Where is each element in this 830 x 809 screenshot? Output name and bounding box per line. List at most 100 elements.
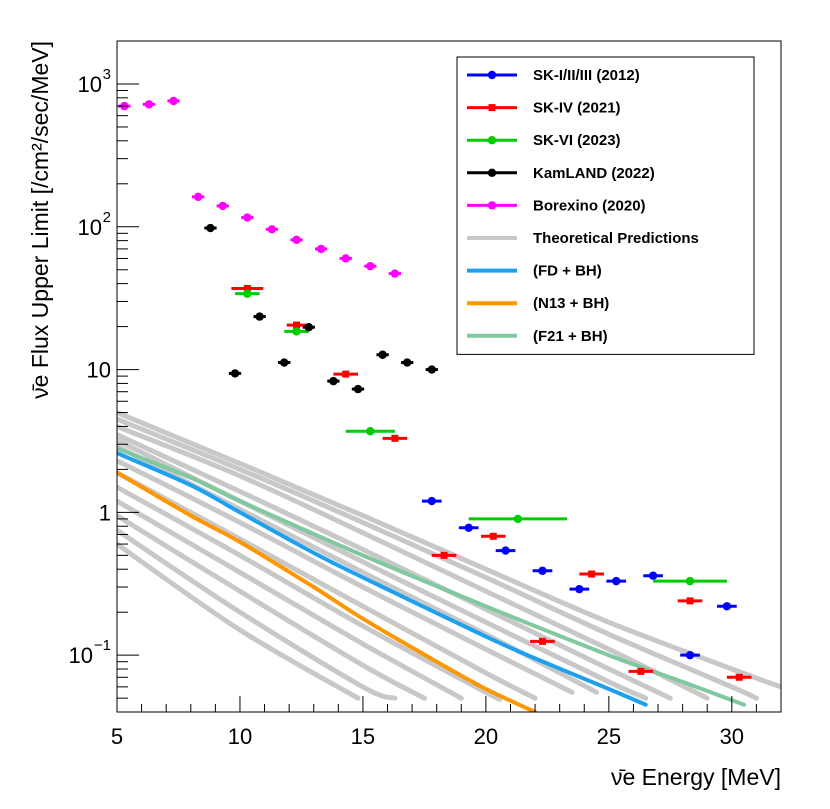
x-tick-label: 20 (474, 724, 498, 749)
sk-iv-2021-marker (588, 570, 596, 578)
sk-iv-2021-marker (391, 434, 399, 442)
sk-iv-2021-point-4 (382, 434, 408, 442)
n13-bh-curve-1 (117, 470, 538, 712)
kamland-2022-point-3 (253, 312, 266, 321)
sk-i-ii-iii-2012-point-2 (458, 523, 479, 532)
sk-vi-2023-marker (685, 576, 695, 586)
legend-swatch-marker (487, 70, 497, 80)
legend-label: SK-IV (2021) (533, 100, 621, 117)
fd-bh-curve-1 (117, 451, 648, 707)
sk-vi-2023-point-3 (345, 427, 395, 436)
y-tick-base: 10 (69, 643, 93, 668)
sk-iv-2021-point-11 (726, 673, 752, 681)
y-tick-label: 1 (99, 500, 111, 525)
borexino-2020-point-8 (290, 235, 303, 245)
kamland-2022-marker (304, 323, 314, 332)
sk-vi-2023-marker (292, 327, 301, 336)
kamland-2022-point-1 (204, 223, 217, 233)
sk-i-ii-iii-2012-marker (648, 571, 658, 580)
borexino-2020-marker (218, 201, 227, 211)
legend-label: KamLAND (2022) (533, 165, 655, 182)
borexino-2020-point-10 (339, 254, 352, 263)
borexino-2020-point-6 (241, 213, 254, 222)
sk-i-ii-iii-2012-point-3 (495, 546, 516, 555)
legend-label: SK-VI (2023) (533, 132, 621, 149)
x-tick-label: 5 (111, 724, 123, 749)
borexino-2020-marker (144, 100, 154, 109)
y-tick-exponent: 3 (103, 66, 111, 83)
y-tick-exponent: 2 (103, 209, 111, 226)
legend-label: (F21 + BH) (533, 328, 608, 345)
kamland-2022-point-6 (327, 376, 340, 386)
legend-swatch-marker (487, 168, 497, 177)
borexino-2020-point-5 (216, 201, 229, 211)
legend-label: (FD + BH) (533, 263, 602, 280)
sk-vi-2023-point-5 (653, 576, 727, 586)
legend-entry-theoretical-predictions: Theoretical Predictions (467, 230, 699, 247)
kamland-2022-marker (353, 384, 363, 394)
borexino-2020-marker (292, 235, 301, 245)
sk-i-ii-iii-2012-point-1 (421, 496, 442, 506)
sk-iv-2021-marker (440, 551, 448, 559)
sk-i-ii-iii-2012-marker (427, 496, 436, 506)
theoretical-predictions-curve-11 (117, 513, 427, 701)
sk-iv-2021-marker (637, 667, 645, 675)
sk-vi-2023-marker (366, 427, 375, 436)
sk-iv-2021-point-2 (286, 321, 307, 329)
theoretical-predictions-curve-7 (117, 458, 575, 695)
sk-i-ii-iii-2012-point-5 (569, 584, 590, 594)
borexino-2020-point-11 (364, 261, 377, 271)
kamland-2022-marker (230, 369, 240, 378)
kamland-2022-marker (255, 312, 264, 321)
borexino-2020-marker (169, 96, 178, 106)
x-tick-label: 15 (351, 724, 375, 749)
sk-vi-2023-point-1 (235, 289, 260, 298)
theoretical-predictions-curve-10 (117, 498, 464, 701)
legend-entry-f21-bh: (F21 + BH) (467, 328, 608, 345)
borexino-2020-point-3 (167, 96, 180, 106)
legend-entry-sk-iv-2021: SK-IV (2021) (467, 100, 621, 117)
sk-iv-2021-marker (243, 284, 251, 292)
kamland-2022-marker (280, 358, 289, 367)
sk-i-ii-iii-2012-marker (685, 650, 695, 660)
borexino-2020-point-12 (388, 269, 402, 278)
kamland-2022-point-5 (302, 323, 315, 332)
kamland-2022-marker (206, 223, 215, 233)
kamland-2022-point-8 (376, 350, 389, 359)
sk-i-ii-iii-2012-point-6 (606, 576, 627, 586)
sk-i-ii-iii-2012-marker (538, 566, 547, 575)
legend-label: Theoretical Predictions (533, 230, 699, 247)
borexino-2020-point-9 (314, 244, 328, 254)
sk-iv-2021-marker (686, 597, 694, 605)
sk-i-ii-iii-2012-point-7 (643, 571, 663, 580)
legend-entry-borexino-2020: Borexino (2020) (467, 197, 646, 214)
legend-entry-sk-vi-2023: SK-VI (2023) (467, 132, 621, 149)
sk-iv-2021-point-6 (480, 532, 506, 540)
sk-iv-2021-point-5 (431, 551, 457, 559)
legend-entry-sk-i-ii-iii-2012: SK-I/II/III (2012) (467, 67, 640, 84)
legend-entry-fd-bh: (FD + BH) (467, 263, 602, 280)
theoretical-predictions-curve-8 (117, 470, 538, 701)
kamland-2022-point-7 (351, 384, 365, 394)
sk-iv-2021-marker (342, 370, 350, 378)
sk-iv-2021-point-1 (231, 284, 264, 292)
sk-iv-2021-point-7 (530, 637, 555, 645)
sk-vi-2023-marker (513, 514, 523, 524)
kamland-2022-marker (329, 376, 338, 386)
legend-swatch-marker (487, 201, 497, 210)
theoretical-predictions-curve-1 (117, 410, 781, 690)
borexino-2020-marker (341, 254, 350, 263)
sk-vi-2023-point-2 (284, 327, 309, 336)
theoretical-predictions-curve-3 (117, 423, 710, 701)
sk-vi-2023-point-4 (468, 514, 568, 524)
legend-label: Borexino (2020) (533, 197, 646, 214)
borexino-2020-marker (390, 269, 400, 278)
sk-iv-2021-point-3 (333, 370, 359, 378)
sk-i-ii-iii-2012-marker (464, 523, 473, 532)
theoretical-predictions-curve-12 (117, 527, 398, 701)
legend-label: (N13 + BH) (533, 295, 609, 312)
kamland-2022-marker (378, 350, 387, 359)
x-axis-title: ν̄e Energy [MeV] (611, 764, 781, 790)
theoretical-predictions-curve-2 (117, 416, 759, 701)
